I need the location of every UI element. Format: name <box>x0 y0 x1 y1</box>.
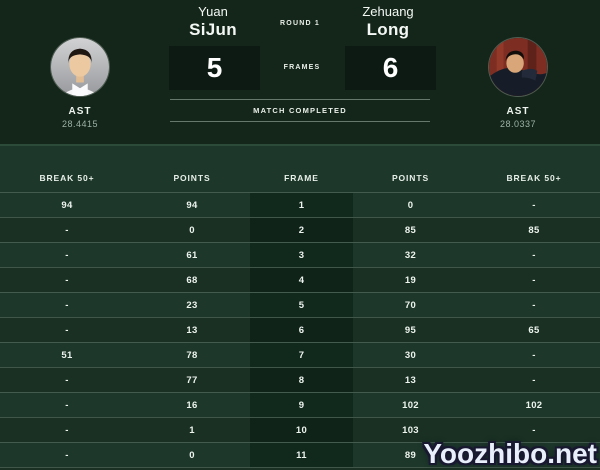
table-cell-break-left: - <box>65 299 69 311</box>
table-cell-frame: 6 <box>250 318 353 342</box>
table-row: - 0 2 85 85 <box>0 217 600 242</box>
table-cell-break-right: - <box>532 274 536 286</box>
match-header: AST 28.4415 AST 28.0337 Yuan <box>0 0 600 144</box>
table-row: - 16 9 102 102 <box>0 392 600 417</box>
table-cell-break-left: - <box>65 399 69 411</box>
player-right-block: AST 28.0337 <box>438 0 598 144</box>
col-points-right: POINTS <box>391 173 430 183</box>
col-break-left: BREAK 50+ <box>39 173 95 183</box>
table-cell-points-left: 16 <box>186 399 198 411</box>
table-cell-points-left: 61 <box>186 249 198 261</box>
table-row: - 13 6 95 65 <box>0 317 600 342</box>
table-cell-frame: 11 <box>250 443 353 467</box>
frame-table-header: BREAK 50+ POINTS FRAME POINTS BREAK 50+ <box>0 146 600 192</box>
table-cell-break-left: - <box>65 324 69 336</box>
table-cell-break-right: - <box>532 349 536 361</box>
table-cell-break-right: - <box>532 299 536 311</box>
table-cell-break-left: - <box>65 424 69 436</box>
table-cell-frame: 8 <box>250 368 353 392</box>
frame-table: BREAK 50+ POINTS FRAME POINTS BREAK 50+ … <box>0 144 600 470</box>
table-cell-points-right: 95 <box>404 324 417 336</box>
col-points-left: POINTS <box>173 173 211 183</box>
table-row: - 0 11 89 <box>0 442 600 467</box>
player-left-avatar <box>51 38 109 96</box>
table-cell-points-left: 0 <box>189 224 195 236</box>
table-cell-points-right: 70 <box>404 299 417 311</box>
table-cell-break-right: - <box>532 424 536 436</box>
table-cell-break-left: 51 <box>61 349 73 361</box>
status-divider-bottom <box>170 121 430 122</box>
table-cell-frame: 5 <box>250 293 353 317</box>
player-right-first-name: Zehuang <box>362 4 414 19</box>
table-cell-break-left: 94 <box>61 199 73 211</box>
col-frame: FRAME <box>284 173 319 183</box>
table-cell-points-left: 13 <box>186 324 198 336</box>
table-cell-points-right: 0 <box>407 199 414 211</box>
table-cell-points-right: 30 <box>404 349 417 361</box>
table-cell-frame: 7 <box>250 343 353 367</box>
player-right-name: Zehuang Long <box>333 4 443 39</box>
player-right-avatar <box>489 38 547 96</box>
table-cell-points-left: 68 <box>186 274 198 286</box>
col-break-right: BREAK 50+ <box>506 173 562 183</box>
table-cell-points-left: 94 <box>186 199 198 211</box>
player-left-block: AST 28.4415 <box>0 0 160 144</box>
table-row: - 68 4 19 - <box>0 267 600 292</box>
player-right-rating: 28.0337 <box>499 119 537 129</box>
table-row: 94 94 1 0 - <box>0 192 600 217</box>
table-cell-break-left: - <box>65 224 69 236</box>
table-cell-frame: 9 <box>250 393 353 417</box>
table-cell-points-left: 78 <box>186 349 198 361</box>
table-cell-break-right: 65 <box>528 324 540 336</box>
table-cell-points-right: 13 <box>404 374 417 386</box>
frames-label: FRAMES <box>283 64 321 71</box>
player-left-last-name: SiJun <box>189 20 237 39</box>
table-cell-break-right: 85 <box>528 224 540 236</box>
table-cell-break-right: - <box>532 374 536 386</box>
table-cell-points-right: 89 <box>404 449 417 461</box>
table-cell-break-right: - <box>532 249 536 261</box>
table-cell-break-left: - <box>65 449 69 461</box>
table-cell-points-left: 0 <box>189 449 195 461</box>
player-right-photo <box>489 38 547 96</box>
table-cell-frame: 1 <box>250 193 353 217</box>
player-left-photo <box>51 38 109 96</box>
table-cell-points-left: 23 <box>186 299 198 311</box>
watermark: Yoozhibo.net <box>423 438 597 469</box>
table-cell-frame: 4 <box>250 268 353 292</box>
status-divider-top <box>170 99 430 100</box>
player-left-first-name: Yuan <box>198 4 228 19</box>
table-cell-points-left: 1 <box>189 424 195 436</box>
table-cell-frame: 2 <box>250 218 353 242</box>
table-cell-points-right: 102 <box>402 399 419 411</box>
table-row: - 61 3 32 - <box>0 242 600 267</box>
player-right-org: AST <box>506 106 530 117</box>
table-cell-break-right: - <box>532 199 536 211</box>
player-right-score: 6 <box>345 46 436 90</box>
player-right-last-name: Long <box>366 20 410 39</box>
player-left-score: 5 <box>169 46 260 90</box>
player-left-rating: 28.4415 <box>61 119 99 129</box>
round-label: ROUND 1 <box>280 20 320 27</box>
table-row: - 77 8 13 - <box>0 367 600 392</box>
match-status: MATCH COMPLETED <box>253 106 347 115</box>
table-cell-points-right: 32 <box>404 249 417 261</box>
table-cell-frame: 3 <box>250 243 353 267</box>
table-cell-break-left: - <box>65 249 69 261</box>
table-cell-points-right: 103 <box>402 424 419 436</box>
table-row: 51 78 7 30 - <box>0 342 600 367</box>
table-cell-points-left: 77 <box>186 374 198 386</box>
table-cell-points-right: 19 <box>404 274 417 286</box>
table-cell-break-left: - <box>65 274 69 286</box>
player-left-org: AST <box>68 106 92 117</box>
table-cell-break-left: - <box>65 374 69 386</box>
table-cell-break-right: 102 <box>525 399 543 411</box>
table-row: - 23 5 70 - <box>0 292 600 317</box>
table-cell-frame: 10 <box>250 418 353 442</box>
player-left-name: Yuan SiJun <box>158 4 268 39</box>
table-row: - 1 10 103 - <box>0 417 600 442</box>
table-cell-points-right: 85 <box>404 224 417 236</box>
frame-table-body: 94 94 1 0 - - 0 2 85 85 - 61 3 32 - - 68… <box>0 192 600 470</box>
